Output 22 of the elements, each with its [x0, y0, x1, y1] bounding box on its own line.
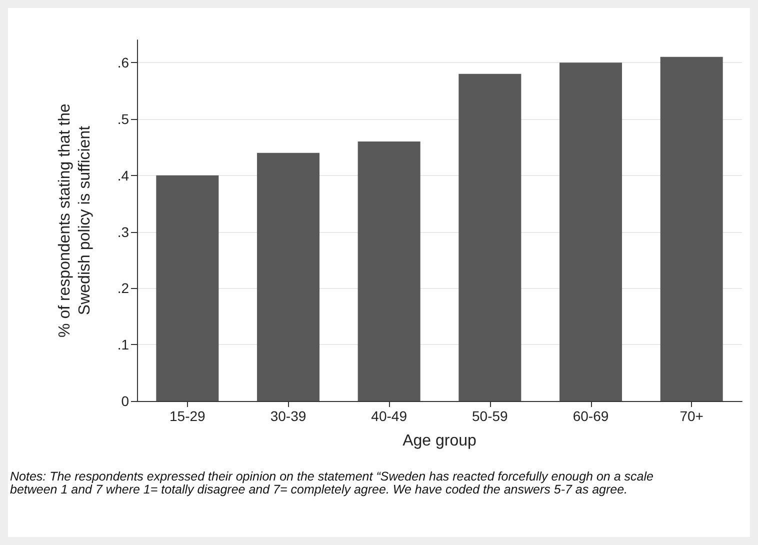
bar: [458, 74, 522, 401]
y-axis-title: % of respondents stating that the Swedish policy is sufficient: [56, 103, 94, 338]
x-tick-label: 50-59: [472, 408, 508, 424]
y-tick-label: .3: [117, 224, 130, 240]
x-axis-title: Age group: [402, 432, 477, 450]
text: Notes: The respondents expressed their opinion on the statement “Sweden has reacted forcefully enough on a scale between 1 and 7 where 1= totally disagree and 7= completely agree. We have coded the answers 5-7 as agree.: [10, 470, 657, 496]
bar: [156, 175, 219, 401]
x-tick-label: 30-39: [270, 408, 306, 424]
x-tick-label: 40-49: [371, 408, 408, 424]
y-tick-label: 0: [121, 393, 130, 409]
bar: [256, 152, 320, 401]
y-tick-label: .5: [117, 110, 130, 127]
x-tick-label: 15-29: [170, 408, 206, 424]
bar: [660, 56, 723, 401]
y-tick-label: .4: [117, 167, 130, 184]
bar: [358, 142, 420, 401]
y-tick-label: .6: [117, 54, 130, 71]
x-tick-label: 70+: [680, 408, 704, 424]
bar: [559, 62, 622, 401]
x-tick-label: 60-69: [572, 408, 609, 424]
y-tick-label: .1: [117, 336, 130, 353]
y-tick-label: .2: [117, 280, 130, 296]
